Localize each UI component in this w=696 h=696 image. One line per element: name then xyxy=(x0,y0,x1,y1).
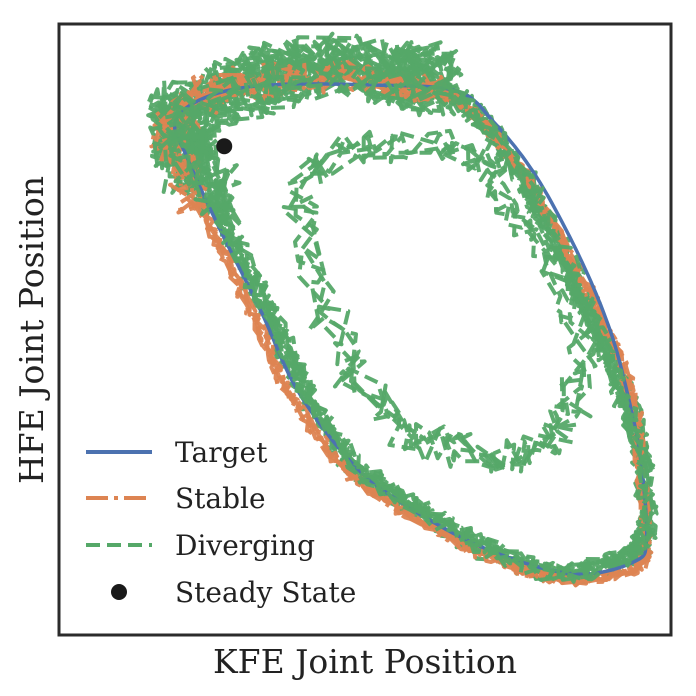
series-diverging-inner-line xyxy=(293,128,600,474)
x-axis-label: KFE Joint Position xyxy=(213,642,517,681)
steady-state-point xyxy=(216,138,233,155)
legend: Target Stable Diverging Steady State xyxy=(86,436,356,609)
series-diverging-inner-line xyxy=(284,134,598,472)
series-diverging-inner-line xyxy=(281,129,598,472)
legend-swatch-steady-state xyxy=(111,584,127,600)
legend-label-stable: Stable xyxy=(175,482,266,515)
plot-area xyxy=(145,31,659,588)
axes-frame xyxy=(57,22,673,637)
series-diverging-line xyxy=(150,37,655,584)
legend-label-diverging: Diverging xyxy=(175,529,315,562)
y-axis-label: HFE Joint Position xyxy=(12,176,51,484)
legend-label-target: Target xyxy=(175,436,268,469)
legend-label-steady-state: Steady State xyxy=(175,576,356,609)
series-diverging-line xyxy=(159,49,654,583)
